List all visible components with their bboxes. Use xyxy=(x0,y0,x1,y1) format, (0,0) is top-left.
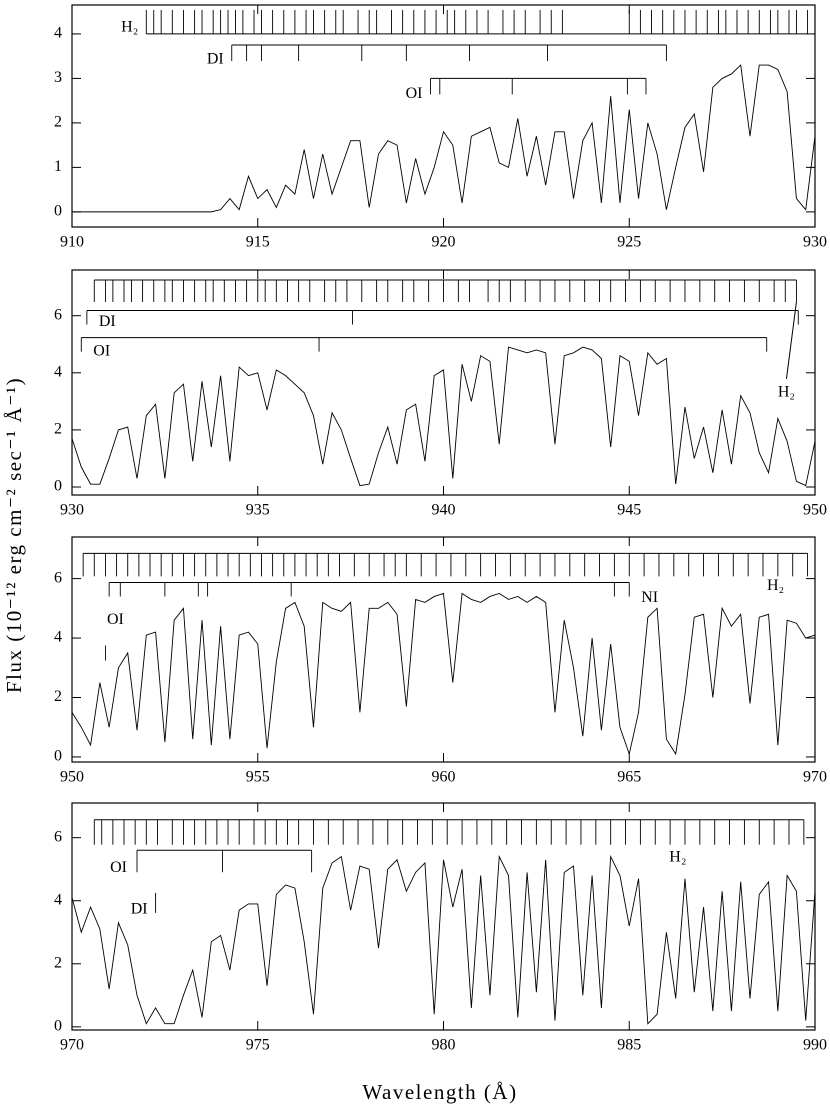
line-id-label: OI xyxy=(110,859,127,876)
x-tick-label: 975 xyxy=(246,1037,270,1054)
x-tick-label: 945 xyxy=(617,502,641,519)
spectrum xyxy=(72,64,816,213)
x-tick-label: 930 xyxy=(803,234,827,251)
x-tick-label: 990 xyxy=(803,1037,827,1054)
x-tick-label: 910 xyxy=(60,234,84,251)
y-tick-label: 4 xyxy=(54,629,62,646)
line-id-label: H₂ xyxy=(121,19,138,36)
y-tick-label: 2 xyxy=(54,421,62,438)
line-id-label: NI xyxy=(641,589,658,606)
y-tick-label: 0 xyxy=(54,1018,62,1035)
x-tick-label: 920 xyxy=(432,234,456,251)
y-tick-label: 0 xyxy=(54,748,62,765)
spectrum xyxy=(71,854,816,1025)
line-id-label: OI xyxy=(406,85,423,102)
label-connector xyxy=(785,301,797,380)
x-tick-label: 950 xyxy=(60,769,84,786)
line-id-label: DI xyxy=(131,901,148,918)
line-id-label: OI xyxy=(93,342,110,359)
y-tick-label: 6 xyxy=(54,569,62,586)
x-tick-label: 970 xyxy=(803,769,827,786)
x-tick-label: 940 xyxy=(432,502,456,519)
spectrum xyxy=(71,346,816,487)
spectrum xyxy=(71,592,816,756)
y-tick-label: 4 xyxy=(54,891,62,908)
y-tick-label: 3 xyxy=(54,69,62,86)
x-tick-label: 955 xyxy=(246,769,270,786)
x-tick-label: 930 xyxy=(60,502,84,519)
y-tick-label: 4 xyxy=(54,363,62,380)
x-tick-label: 935 xyxy=(246,502,270,519)
line-id-label: DI xyxy=(99,313,116,330)
x-tick-label: 960 xyxy=(432,769,456,786)
line-id-label: H₂ xyxy=(767,577,784,594)
y-tick-label: 1 xyxy=(54,158,62,175)
y-tick-label: 6 xyxy=(54,828,62,845)
x-tick-label: 980 xyxy=(432,1037,456,1054)
y-tick-label: 2 xyxy=(54,954,62,971)
y-tick-label: 2 xyxy=(54,114,62,131)
line-id-label: DI xyxy=(207,51,224,68)
x-axis-label: Wavelength (Å) xyxy=(362,1080,517,1104)
y-tick-label: 0 xyxy=(54,478,62,495)
x-tick-label: 970 xyxy=(60,1037,84,1054)
x-tick-label: 985 xyxy=(617,1037,641,1054)
x-tick-label: 925 xyxy=(617,234,641,251)
y-tick-label: 2 xyxy=(54,688,62,705)
line-id-label: H₂ xyxy=(778,384,795,401)
y-tick-label: 4 xyxy=(54,25,62,42)
x-tick-label: 950 xyxy=(803,502,827,519)
x-tick-label: 915 xyxy=(246,234,270,251)
line-id-label: H₂ xyxy=(669,848,686,865)
y-axis-label: Flux (10⁻¹² erg cm⁻² sec⁻¹ Å⁻¹) xyxy=(2,377,26,693)
line-id-label: OI xyxy=(107,611,124,628)
y-tick-label: 0 xyxy=(54,203,62,220)
y-tick-label: 6 xyxy=(54,306,62,323)
x-tick-label: 965 xyxy=(617,769,641,786)
